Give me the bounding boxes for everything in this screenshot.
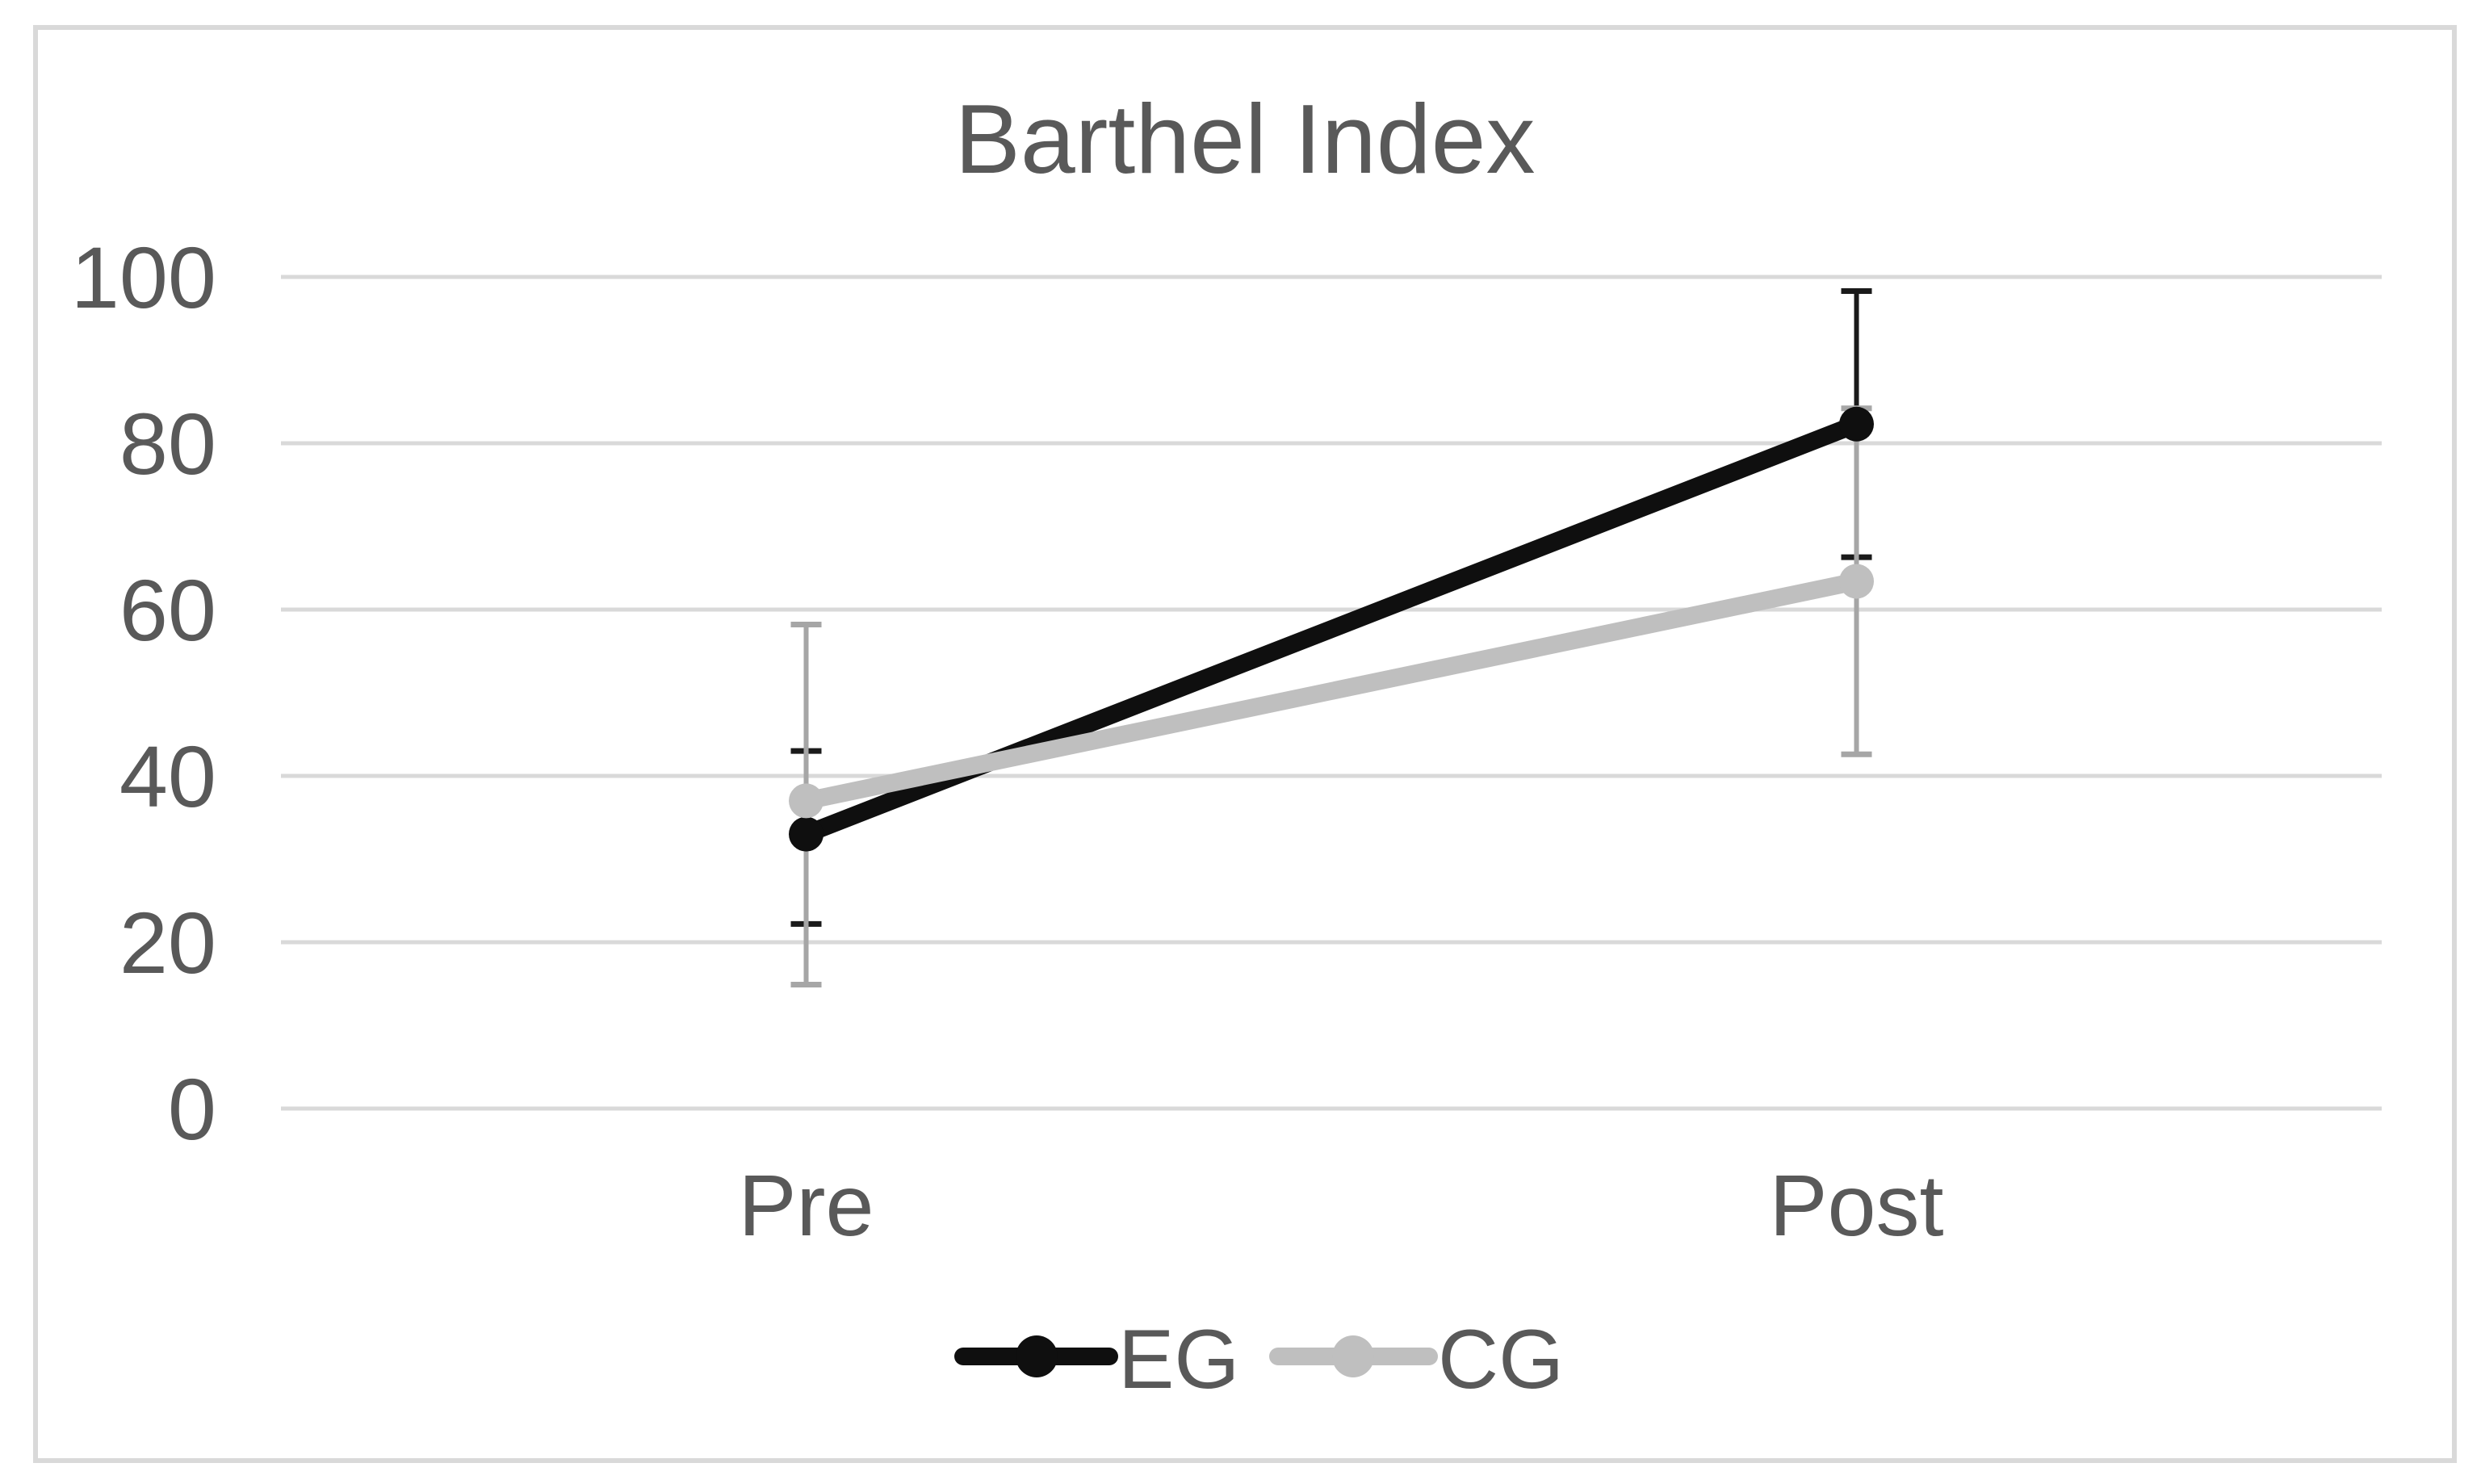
y-axis-tick-label: 80 (119, 395, 216, 493)
data-point-eg-post (1839, 406, 1874, 442)
y-axis-tick-label: 40 (119, 727, 216, 825)
series-line-cg (797, 572, 1866, 810)
x-axis-category-label-post: Post (1769, 1156, 1943, 1254)
y-axis-tick-label: 100 (71, 228, 216, 326)
data-point-eg-pre (789, 816, 824, 852)
data-point-cg-pre (789, 783, 824, 819)
y-axis-tick-label: 60 (119, 561, 216, 659)
chart-title: Barthel Index (955, 84, 1536, 194)
legend-label-cg: CG (1438, 1313, 1564, 1406)
legend-item-eg: EG (954, 1313, 1239, 1406)
legend-swatch-marker-eg (1016, 1335, 1058, 1377)
y-axis-tick-label: 0 (168, 1060, 216, 1158)
legend-swatch-marker-cg (1332, 1335, 1374, 1377)
legend-item-cg: CG (1269, 1313, 1564, 1406)
y-axis-tick-label: 20 (119, 894, 216, 991)
legend-label-eg: EG (1118, 1313, 1239, 1406)
data-point-cg-post (1839, 564, 1874, 599)
chart-border (33, 25, 2457, 1463)
x-axis-category-label-pre: Pre (738, 1156, 874, 1254)
